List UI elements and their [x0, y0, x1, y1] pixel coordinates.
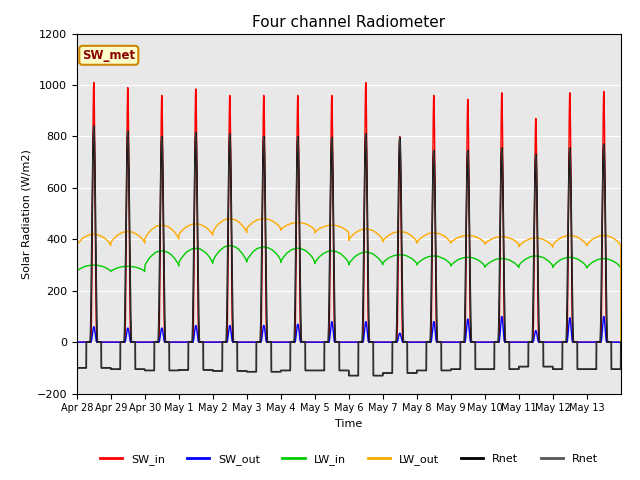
Rnet — [100, 365, 108, 371]
LW_in — [617, 339, 625, 345]
LW_in — [100, 264, 108, 270]
SW_out — [419, 339, 426, 345]
SW_in — [270, 339, 278, 345]
Line: LW_out: LW_out — [77, 218, 621, 342]
LW_out — [395, 228, 403, 234]
LW_out — [100, 235, 108, 241]
Rnet — [506, 339, 513, 345]
Title: Four channel Radiometer: Four channel Radiometer — [252, 15, 445, 30]
Rnet — [270, 369, 278, 374]
LW_out — [73, 242, 81, 248]
SW_in — [100, 339, 108, 345]
X-axis label: Time: Time — [335, 419, 362, 429]
SW_out — [476, 339, 484, 345]
Rnet — [345, 372, 353, 378]
LW_in — [270, 248, 278, 254]
Line: Rnet: Rnet — [77, 126, 621, 375]
SW_out — [100, 339, 108, 345]
SW_out — [395, 333, 403, 339]
Legend: SW_in, SW_out, LW_in, LW_out, Rnet, Rnet: SW_in, SW_out, LW_in, LW_out, Rnet, Rnet — [95, 450, 602, 469]
LW_in — [395, 252, 403, 258]
Rnet — [419, 368, 426, 373]
Rnet — [100, 365, 108, 371]
SW_in — [506, 339, 513, 345]
LW_in — [506, 257, 513, 263]
LW_out — [419, 234, 426, 240]
Rnet — [476, 366, 484, 372]
SW_in — [395, 193, 403, 199]
LW_in — [476, 259, 484, 264]
SW_out — [617, 339, 625, 345]
SW_in — [617, 339, 625, 345]
LW_out — [259, 216, 267, 221]
LW_out — [506, 235, 513, 241]
Rnet — [395, 168, 403, 173]
Rnet — [506, 339, 513, 345]
Rnet — [617, 339, 625, 345]
LW_out — [270, 219, 278, 225]
LW_out — [617, 339, 625, 345]
LW_in — [227, 243, 234, 249]
Text: SW_met: SW_met — [82, 49, 136, 62]
Rnet — [419, 368, 426, 373]
Rnet — [73, 365, 81, 371]
Line: SW_out: SW_out — [77, 316, 621, 342]
LW_in — [419, 257, 426, 263]
SW_in — [476, 339, 484, 345]
Rnet — [90, 123, 98, 129]
SW_in — [419, 339, 426, 345]
SW_in — [90, 80, 98, 85]
Line: SW_in: SW_in — [77, 83, 621, 342]
Line: Rnet: Rnet — [77, 126, 621, 375]
LW_out — [476, 236, 484, 242]
LW_in — [73, 268, 81, 274]
Rnet — [617, 339, 625, 345]
Y-axis label: Solar Radiation (W/m2): Solar Radiation (W/m2) — [21, 149, 31, 278]
SW_out — [600, 313, 607, 319]
Rnet — [345, 372, 353, 378]
SW_out — [270, 339, 278, 345]
Rnet — [395, 168, 403, 173]
SW_out — [73, 339, 81, 345]
SW_in — [73, 339, 81, 345]
Rnet — [90, 123, 98, 129]
Rnet — [270, 369, 278, 374]
SW_out — [506, 339, 513, 345]
Line: LW_in: LW_in — [77, 246, 621, 342]
Rnet — [73, 365, 81, 371]
Rnet — [476, 366, 484, 372]
